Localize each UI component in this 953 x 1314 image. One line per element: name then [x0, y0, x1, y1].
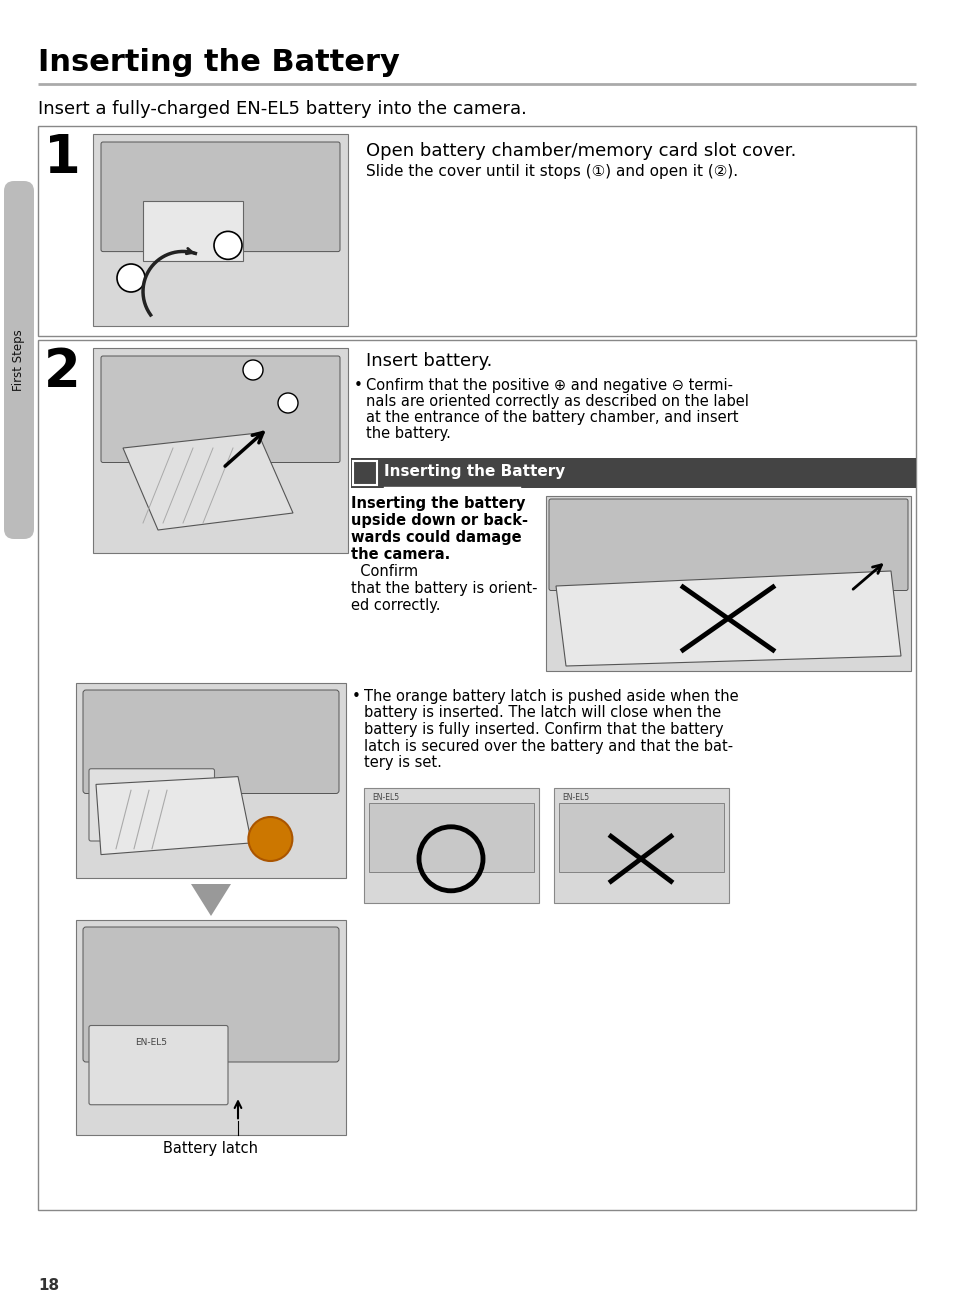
Polygon shape	[556, 572, 900, 666]
FancyBboxPatch shape	[558, 803, 723, 871]
Text: +: +	[248, 364, 258, 377]
FancyBboxPatch shape	[38, 340, 915, 1210]
Text: nals are oriented correctly as described on the label: nals are oriented correctly as described…	[366, 394, 748, 409]
Circle shape	[117, 264, 145, 292]
Text: Inserting the Battery: Inserting the Battery	[384, 464, 565, 480]
FancyBboxPatch shape	[83, 926, 338, 1062]
Text: Slide the cover until it stops (①) and open it (②).: Slide the cover until it stops (①) and o…	[366, 164, 738, 179]
FancyBboxPatch shape	[351, 459, 915, 487]
Text: Inserting the battery: Inserting the battery	[351, 495, 525, 511]
Text: battery is fully inserted. Confirm that the battery: battery is fully inserted. Confirm that …	[364, 721, 723, 737]
Text: battery is inserted. The latch will close when the: battery is inserted. The latch will clos…	[364, 706, 720, 720]
Text: the camera.: the camera.	[351, 547, 450, 562]
Text: •: •	[354, 378, 362, 393]
Circle shape	[213, 231, 242, 259]
Text: Insert battery.: Insert battery.	[366, 352, 492, 371]
Text: −: −	[282, 397, 293, 410]
Circle shape	[248, 817, 292, 861]
FancyBboxPatch shape	[83, 690, 338, 794]
Text: EN-EL5: EN-EL5	[561, 792, 589, 802]
Text: wards could damage: wards could damage	[351, 530, 521, 545]
Text: the battery.: the battery.	[366, 426, 451, 442]
Text: Inserting the Battery: Inserting the Battery	[38, 49, 399, 78]
Text: Battery latch: Battery latch	[163, 1141, 258, 1156]
Text: 1: 1	[44, 131, 81, 184]
FancyBboxPatch shape	[89, 769, 214, 841]
Text: Confirm: Confirm	[351, 564, 417, 579]
Text: 18: 18	[38, 1279, 59, 1293]
FancyBboxPatch shape	[38, 126, 915, 336]
Text: •: •	[352, 689, 360, 704]
Text: ed correctly.: ed correctly.	[351, 598, 440, 614]
FancyBboxPatch shape	[4, 181, 34, 539]
Text: EN-EL5: EN-EL5	[135, 1038, 167, 1047]
Text: Nikon: Nikon	[714, 614, 741, 624]
FancyBboxPatch shape	[101, 142, 339, 251]
Text: CARD/BATTERY: CARD/BATTERY	[158, 205, 210, 212]
FancyBboxPatch shape	[76, 920, 346, 1135]
Text: The orange battery latch is pushed aside when the: The orange battery latch is pushed aside…	[364, 689, 738, 704]
FancyBboxPatch shape	[545, 495, 910, 671]
FancyBboxPatch shape	[554, 787, 728, 903]
Text: at the entrance of the battery chamber, and insert: at the entrance of the battery chamber, …	[366, 410, 738, 424]
Text: upside down or back-: upside down or back-	[351, 512, 527, 528]
Text: EN-EL5: EN-EL5	[372, 792, 398, 802]
FancyBboxPatch shape	[353, 461, 376, 485]
Text: ✓: ✓	[357, 464, 372, 482]
Polygon shape	[96, 777, 252, 854]
FancyBboxPatch shape	[89, 1025, 228, 1105]
FancyBboxPatch shape	[76, 683, 346, 878]
Polygon shape	[191, 884, 231, 916]
Polygon shape	[123, 434, 293, 530]
Text: latch is secured over the battery and that the bat-: latch is secured over the battery and th…	[364, 738, 732, 753]
FancyBboxPatch shape	[101, 356, 339, 463]
FancyBboxPatch shape	[143, 201, 243, 261]
Text: Insert a fully-charged EN-EL5 battery into the camera.: Insert a fully-charged EN-EL5 battery in…	[38, 100, 526, 118]
Text: 2: 2	[44, 346, 81, 398]
FancyBboxPatch shape	[364, 787, 538, 903]
Text: Confirm that the positive ⊕ and negative ⊖ termi-: Confirm that the positive ⊕ and negative…	[366, 378, 732, 393]
Text: that the battery is orient-: that the battery is orient-	[351, 581, 537, 597]
Text: 2: 2	[127, 272, 135, 285]
FancyBboxPatch shape	[548, 499, 907, 590]
FancyBboxPatch shape	[92, 348, 348, 553]
Text: First Steps: First Steps	[12, 328, 26, 390]
Text: tery is set.: tery is set.	[364, 756, 441, 770]
Text: Open battery chamber/memory card slot cover.: Open battery chamber/memory card slot co…	[366, 142, 796, 160]
Text: 1: 1	[223, 239, 233, 252]
Circle shape	[277, 393, 297, 413]
Circle shape	[243, 360, 263, 380]
FancyBboxPatch shape	[92, 134, 348, 326]
FancyBboxPatch shape	[369, 803, 534, 871]
